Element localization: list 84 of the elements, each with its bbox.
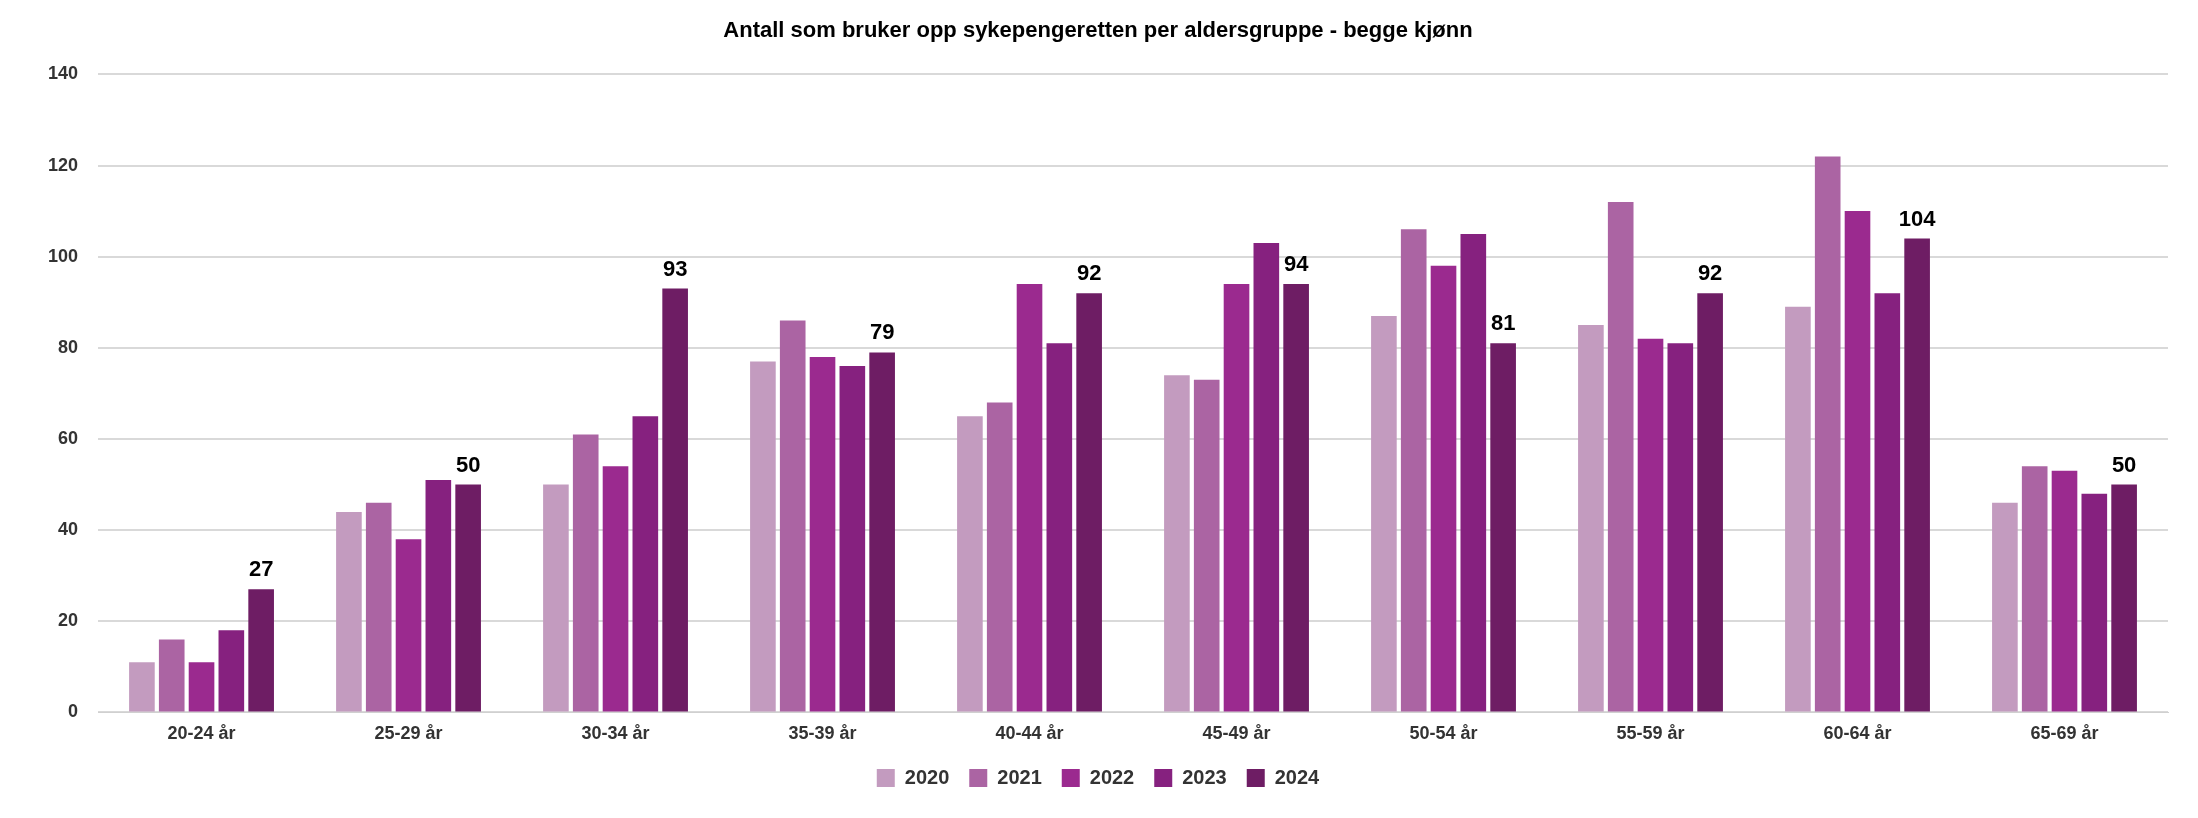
bar <box>365 502 392 712</box>
bar <box>543 484 569 712</box>
bar <box>779 320 806 712</box>
bar <box>809 356 836 712</box>
x-tick-label: 35-39 år <box>788 723 857 744</box>
bar <box>662 288 688 712</box>
data-label: 92 <box>1697 260 1723 286</box>
bar <box>188 662 215 712</box>
x-tick-label: 40-44 år <box>995 723 1064 744</box>
bar <box>1637 338 1664 712</box>
bar <box>1283 284 1309 712</box>
bar <box>572 434 599 712</box>
y-tick-label: 40 <box>58 519 79 540</box>
data-label: 79 <box>869 319 895 345</box>
bar <box>1164 375 1190 712</box>
y-tick-label: 100 <box>47 245 79 266</box>
x-tick-label: 45-49 år <box>1202 723 1271 744</box>
y-tick-label: 20 <box>58 610 79 631</box>
bar <box>1785 306 1811 712</box>
bar <box>1076 293 1102 712</box>
bar <box>2111 484 2137 712</box>
bar <box>1814 156 1841 712</box>
bar <box>839 366 866 712</box>
bar <box>2081 493 2108 712</box>
legend-label: 2024 <box>1274 765 1321 788</box>
y-tick-label: 140 <box>47 63 79 84</box>
x-tick-label: 20-24 år <box>167 723 236 744</box>
y-tick-label: 120 <box>47 154 79 175</box>
legend-label: 2023 <box>1182 765 1227 788</box>
data-label: 50 <box>455 451 481 477</box>
x-tick-label: 60-64 år <box>1823 723 1892 744</box>
bar <box>1874 293 1901 712</box>
data-label: 93 <box>662 255 688 281</box>
data-label: 27 <box>248 556 274 582</box>
bar <box>1904 238 1930 712</box>
x-tick-label: 50-54 år <box>1409 723 1478 744</box>
legend-label: 2021 <box>997 765 1042 788</box>
bar <box>1607 202 1634 712</box>
bar <box>1844 211 1871 712</box>
bar <box>1490 343 1516 712</box>
bar <box>1667 343 1694 712</box>
y-tick-label: 60 <box>58 427 79 448</box>
bar <box>455 484 481 712</box>
bar <box>336 511 362 712</box>
data-label: 50 <box>2111 451 2137 477</box>
bar <box>395 539 422 712</box>
bar <box>129 662 155 712</box>
x-tick-label: 25-29 år <box>374 723 443 744</box>
x-tick-label: 55-59 år <box>1616 723 1685 744</box>
bar <box>1697 293 1723 712</box>
bar <box>869 352 895 712</box>
y-tick-label: 80 <box>58 336 79 357</box>
data-label: 92 <box>1076 260 1102 286</box>
y-tick-label: 0 <box>68 701 79 722</box>
bar <box>2021 466 2048 712</box>
bar <box>957 416 983 712</box>
data-label: 94 <box>1283 251 1310 277</box>
bar <box>218 630 245 712</box>
bar <box>2051 470 2078 712</box>
bar <box>632 416 659 712</box>
bar <box>602 466 629 712</box>
bar <box>1223 284 1250 712</box>
bar <box>1016 284 1043 712</box>
data-label: 81 <box>1490 310 1516 336</box>
bar <box>158 639 185 712</box>
x-tick-label: 30-34 år <box>581 723 650 744</box>
bar <box>1046 343 1073 712</box>
bar <box>425 479 452 712</box>
bar <box>1992 502 2018 712</box>
data-label: 104 <box>1898 205 1937 231</box>
legend-label: 2020 <box>904 765 950 788</box>
bar <box>750 361 776 712</box>
bar <box>1371 315 1397 712</box>
bar <box>1400 229 1427 712</box>
legend-label: 2022 <box>1089 765 1135 788</box>
x-tick-label: 65-69 år <box>2030 723 2099 744</box>
bar <box>248 589 274 712</box>
bar <box>1578 325 1604 712</box>
bar <box>1430 265 1457 712</box>
bar <box>1193 379 1220 712</box>
bar <box>986 402 1013 712</box>
bar <box>1460 233 1487 712</box>
chart-title: Antall som bruker opp sykepengeretten per aldersgruppe - begge kjønn <box>723 17 1473 43</box>
bar <box>1253 243 1280 712</box>
